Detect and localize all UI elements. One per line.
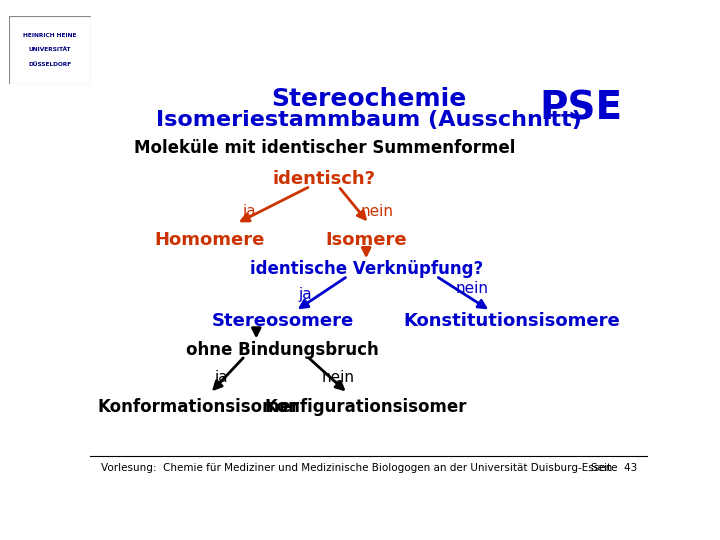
Text: DÜSSELDORF: DÜSSELDORF [28, 62, 72, 68]
Text: Stereosomere: Stereosomere [212, 312, 354, 329]
Text: nein: nein [456, 281, 489, 296]
Text: PSE: PSE [540, 90, 623, 127]
Text: ja: ja [298, 287, 312, 302]
Text: Konfigurationsisomer: Konfigurationsisomer [265, 397, 467, 416]
Text: ohne Bindungsbruch: ohne Bindungsbruch [186, 341, 379, 359]
Text: identische Verknüpfung?: identische Verknüpfung? [250, 260, 483, 279]
Text: identisch?: identisch? [273, 170, 376, 188]
Text: Stereochemie: Stereochemie [271, 87, 467, 111]
Text: HEINRICH HEINE: HEINRICH HEINE [23, 32, 77, 38]
Text: Isomere: Isomere [325, 231, 407, 249]
Text: ja: ja [242, 204, 256, 219]
Text: Konstitutionsisomere: Konstitutionsisomere [403, 312, 620, 329]
Text: Konformationsisomer: Konformationsisomer [98, 397, 300, 416]
Text: Seite  43: Seite 43 [590, 463, 637, 473]
Text: Isomeriestammbaum (Ausschnitt): Isomeriestammbaum (Ausschnitt) [156, 110, 582, 130]
Text: Vorlesung:  Chemie für Mediziner und Medizinische Biologogen an der Universität : Vorlesung: Chemie für Mediziner und Medi… [101, 463, 613, 473]
Text: ja: ja [215, 370, 228, 385]
Text: UNIVERSITÄT: UNIVERSITÄT [29, 48, 71, 52]
Text: nein: nein [361, 204, 394, 219]
Text: nein: nein [322, 370, 355, 385]
Text: Homomere: Homomere [155, 231, 265, 249]
Text: Moleküle mit identischer Summenformel: Moleküle mit identischer Summenformel [134, 139, 515, 157]
